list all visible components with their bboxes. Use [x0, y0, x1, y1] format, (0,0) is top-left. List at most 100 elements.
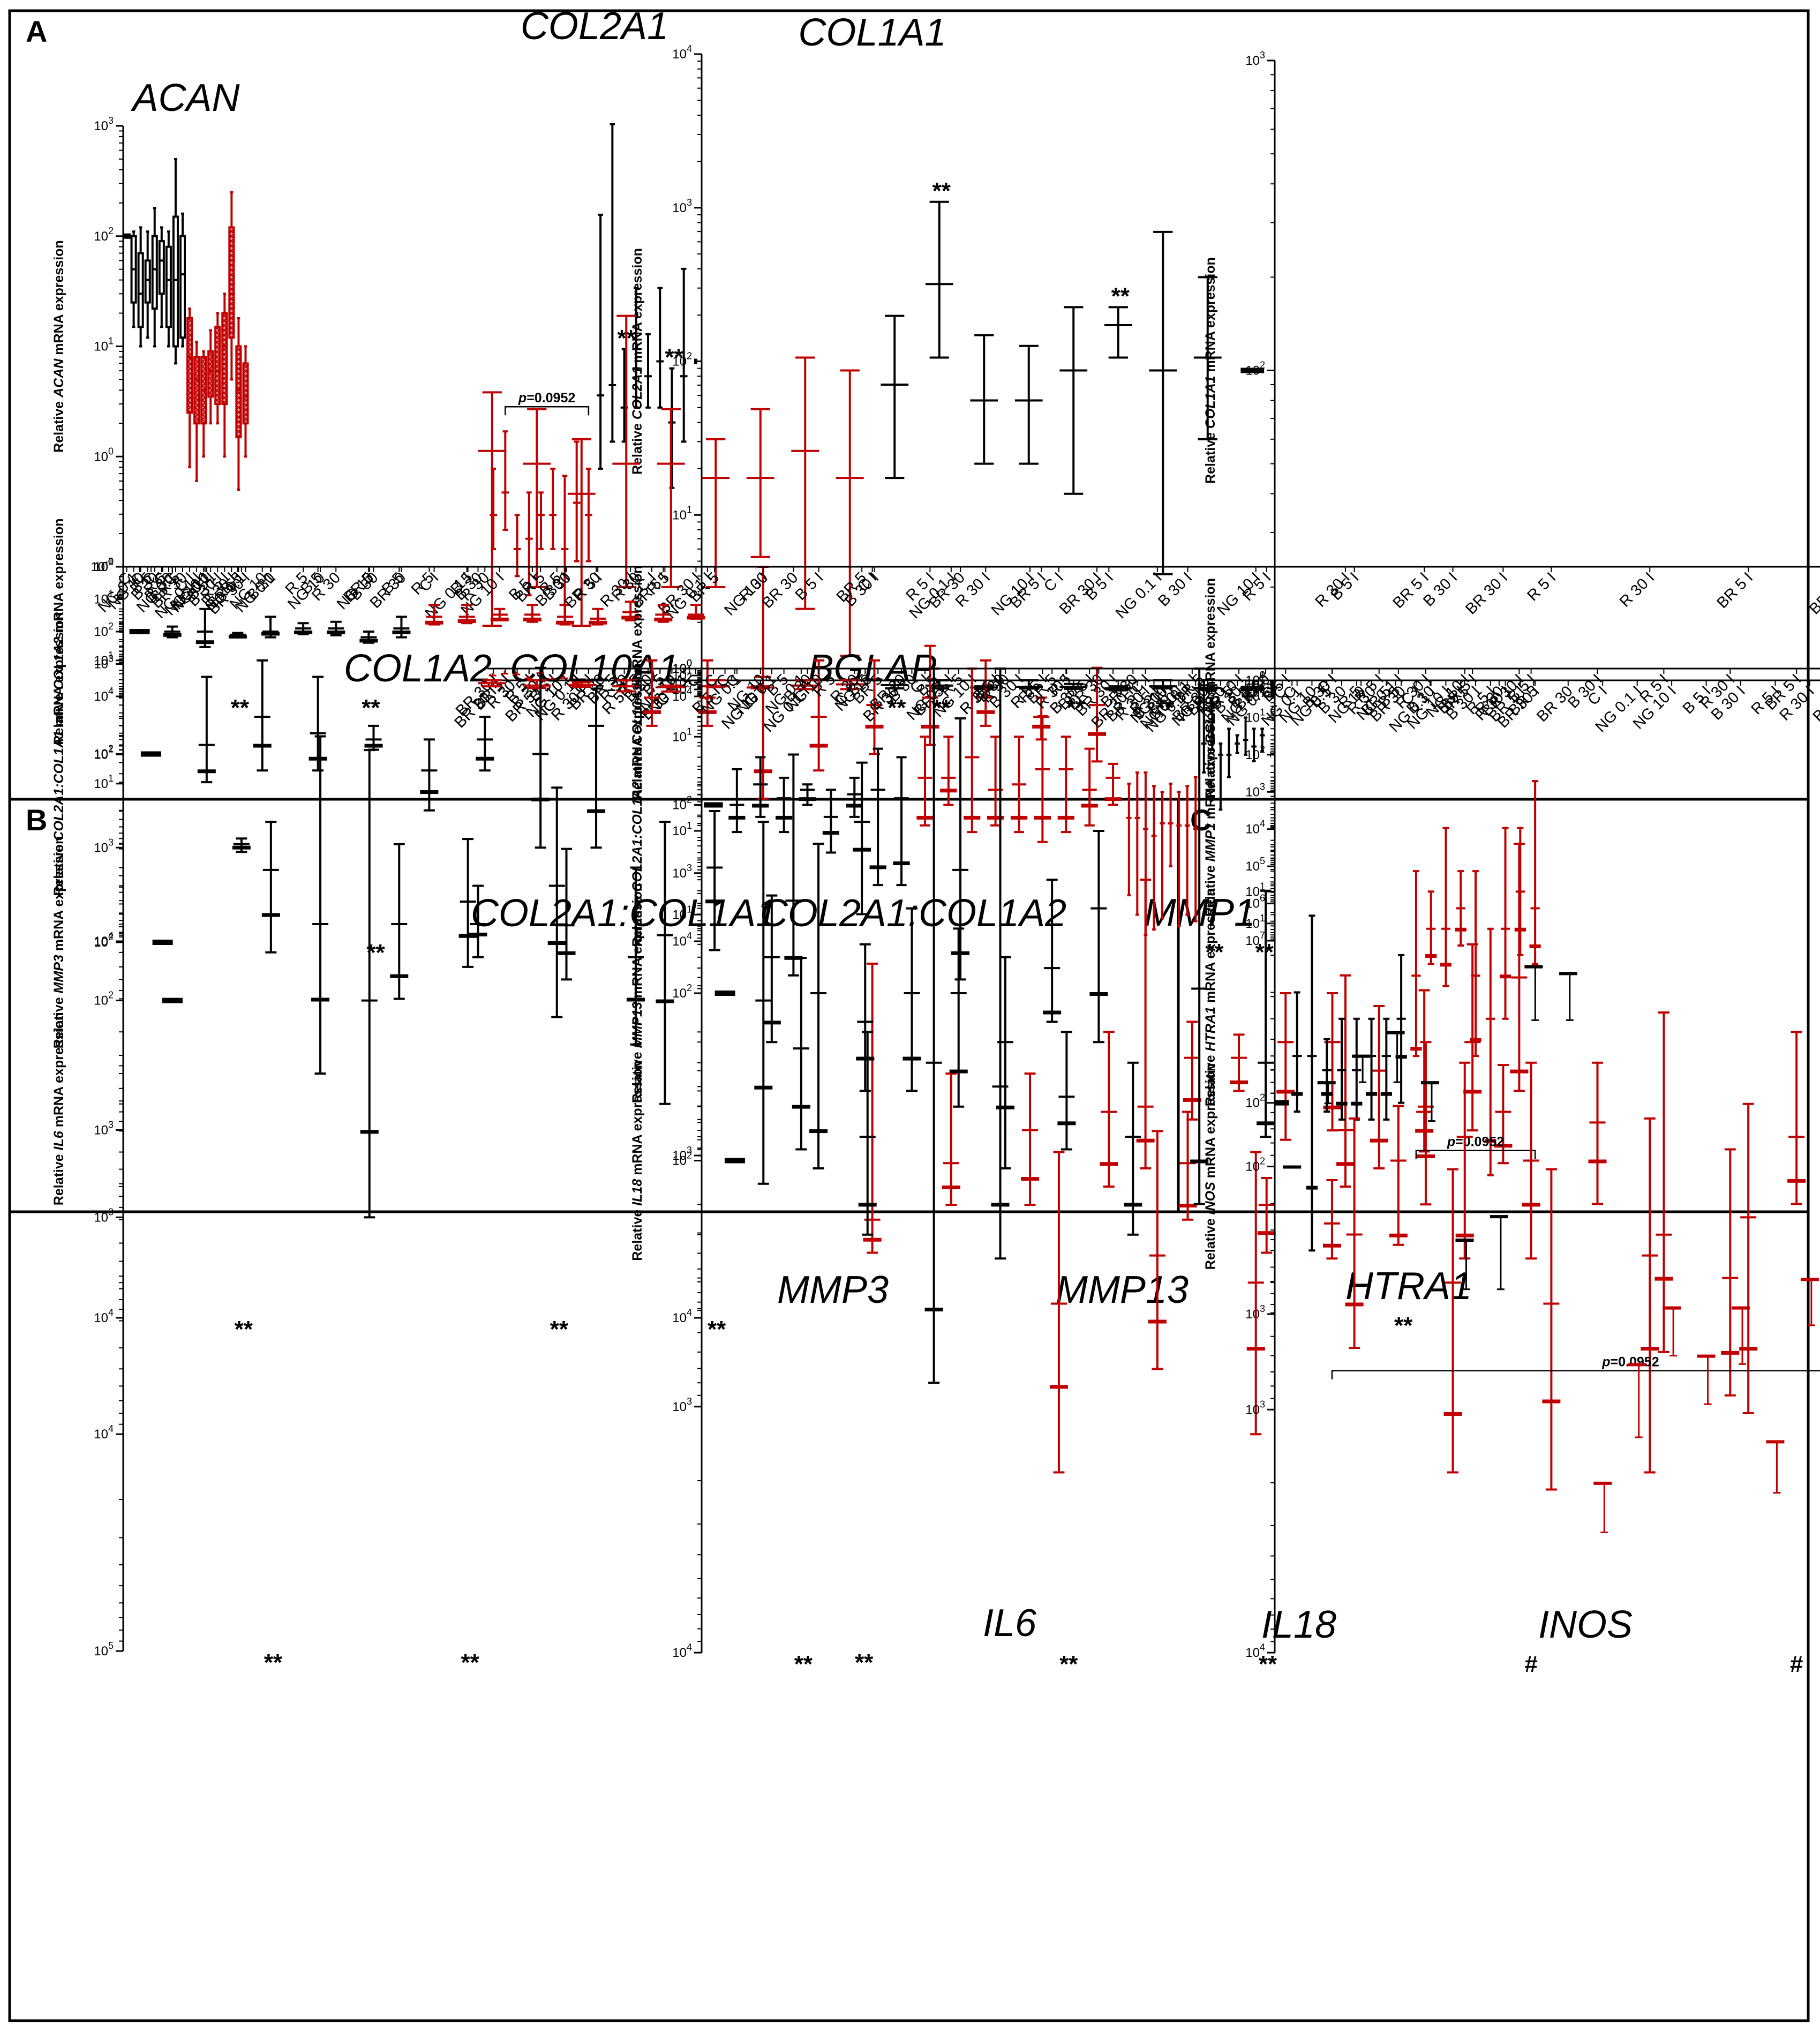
panel-label-a: A: [26, 14, 47, 48]
box-iqr: [1032, 724, 1051, 729]
box-untreated: [165, 230, 172, 348]
box-untreated: [951, 717, 970, 981]
significance-marker: **: [362, 695, 380, 721]
y-tick-label: 103: [94, 654, 114, 672]
box-iqr: [987, 815, 1004, 820]
box-iqr: [996, 1105, 1014, 1109]
significance-marker: **: [1394, 1312, 1413, 1339]
box-iqr: [1542, 1399, 1561, 1404]
box-iqr: [327, 631, 345, 634]
box-iqr: [390, 974, 409, 978]
y-tick-label: 102: [94, 932, 114, 950]
box-iqr: [1323, 1105, 1342, 1109]
y-tick-label: 104: [672, 931, 692, 949]
y-tick-label: 10-1: [91, 556, 114, 574]
box-inflamed: [1246, 1151, 1265, 1436]
box-iqr: [762, 1021, 781, 1025]
y-tick-label: 103: [1245, 781, 1265, 799]
box-inflamed: [490, 467, 497, 550]
y-axis-label: Relative MMP13 mRNA expression: [630, 883, 645, 1103]
chart-title: COL1A1: [798, 11, 946, 54]
box-inflamed: [1370, 1004, 1388, 1169]
y-tick-label: 104: [94, 1423, 114, 1442]
significance-marker: **: [855, 1649, 874, 1676]
box-inflamed: [1416, 1041, 1435, 1206]
box-untreated: [130, 230, 137, 328]
box-untreated: [754, 821, 773, 1185]
box-iqr: [1148, 1319, 1167, 1324]
y-tick-label: 103: [1245, 50, 1265, 68]
box-inflamed: [1499, 827, 1511, 1020]
box-untreated: [924, 667, 943, 1384]
box-untreated: [1226, 727, 1232, 778]
box-untreated: [151, 207, 158, 348]
y-tick-label: 103: [94, 1206, 114, 1225]
bar-inflamed: [1800, 1278, 1819, 1326]
y-axis-label: Relative COL1A2 mRNA expression: [51, 519, 66, 745]
significance-marker: **: [932, 178, 951, 204]
box-iqr: [1183, 1098, 1201, 1102]
y-tick-label: 105: [94, 1640, 114, 1659]
box-inflamed: [865, 659, 884, 755]
box-inflamed: [235, 317, 242, 491]
box-iqr: [1057, 1121, 1076, 1126]
box-inflamed: [1021, 1072, 1040, 1206]
box-iqr: [1306, 1186, 1318, 1190]
box-iqr: [1389, 1233, 1408, 1237]
box-inflamed: [1126, 782, 1132, 897]
box-untreated: [1257, 889, 1275, 1138]
y-tick-label: 104: [672, 43, 692, 62]
box-iqr: [949, 1069, 968, 1074]
box-inflamed: [567, 438, 596, 627]
chart-title: MMP3: [777, 1269, 889, 1311]
box-inflamed: [585, 467, 592, 562]
y-axis-label: Relative HTRA1 mRNA expression: [1203, 888, 1218, 1107]
box-iqr: [1415, 1129, 1434, 1133]
y-tick-label: 101: [1245, 913, 1265, 931]
bar-inflamed: [500, 671, 508, 675]
box-iqr: [392, 631, 411, 634]
box-inflamed: [657, 684, 685, 693]
box-untreated: [1089, 830, 1108, 1044]
box-iqr: [158, 240, 165, 295]
box-inflamed: [1151, 785, 1157, 931]
box-untreated: [1059, 306, 1088, 495]
box-untreated: [752, 756, 769, 818]
y-tick-label: 100: [672, 658, 692, 676]
box-untreated: [144, 230, 151, 339]
box-untreated: [390, 843, 409, 1000]
box-untreated: [1235, 734, 1240, 754]
box-inflamed: [621, 601, 640, 622]
box-untreated: [1291, 991, 1303, 1113]
box-iqr: [359, 639, 378, 643]
box-untreated: [458, 838, 477, 968]
box-iqr: [1124, 1203, 1142, 1207]
y-tick-label: 104: [672, 1307, 692, 1325]
bar-inflamed: [1663, 1306, 1681, 1357]
bar-inflamed: [1732, 1306, 1750, 1365]
box-iqr: [420, 790, 439, 794]
box-inflamed: [746, 685, 774, 689]
box-inflamed: [1160, 791, 1165, 920]
box-inflamed: [501, 430, 509, 531]
significance-marker: **: [1259, 1651, 1277, 1677]
bar-rect: [1421, 1081, 1439, 1085]
y-tick-label: 100: [672, 658, 692, 676]
y-tick-label: 100: [94, 446, 114, 464]
box-iqr: [1499, 974, 1511, 979]
box-iqr: [163, 633, 182, 637]
y-tick-label: 100: [94, 556, 114, 574]
box-iqr: [531, 797, 550, 801]
box-untreated: [1014, 679, 1043, 690]
box-iqr: [253, 744, 272, 748]
box-untreated: [261, 821, 280, 954]
box-inflamed: [490, 607, 509, 622]
box-iqr: [360, 1130, 379, 1134]
bar-inflamed: [488, 673, 497, 677]
box-iqr: [144, 259, 151, 304]
significance-marker: **: [461, 1649, 479, 1676]
box-inflamed: [612, 679, 641, 693]
bar-inflamed: [524, 676, 532, 679]
y-tick-label: 101: [94, 650, 114, 668]
box-iqr: [754, 769, 772, 774]
